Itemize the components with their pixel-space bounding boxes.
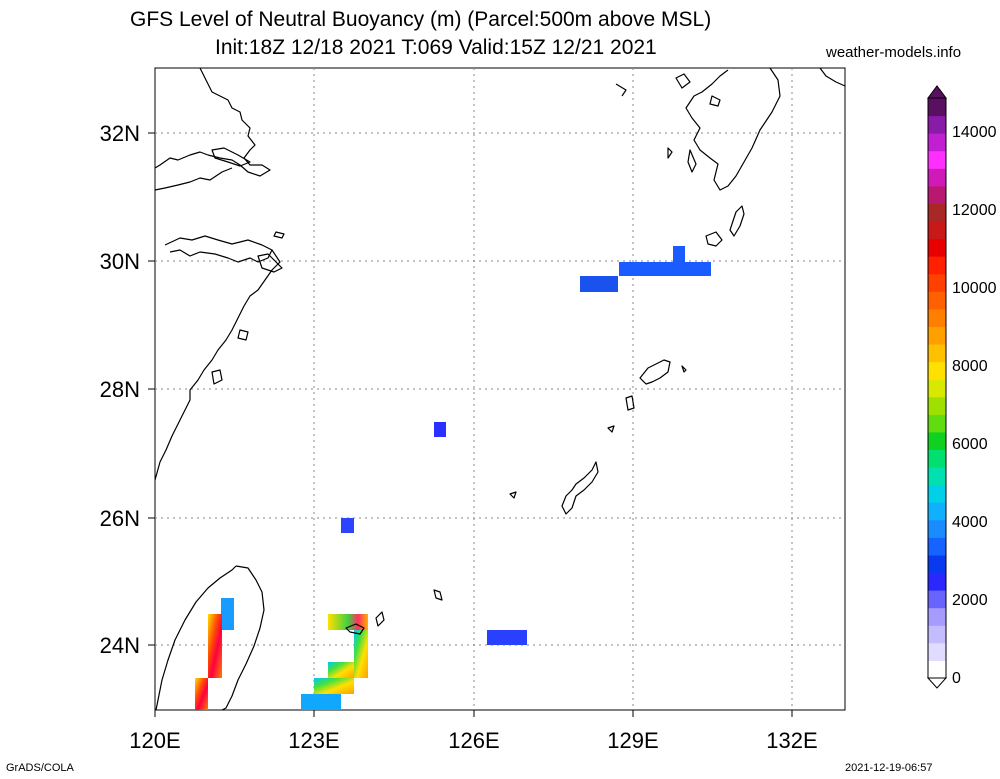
yakushima <box>705 231 723 247</box>
axis-ticks <box>148 132 793 717</box>
field-patch <box>314 678 354 694</box>
map-subtitle: Init:18Z 12/18 2021 T:069 Valid:15Z 12/2… <box>215 36 657 59</box>
lon-label: 123E <box>288 728 339 753</box>
colorbar-segment <box>928 185 946 204</box>
lon-label: 126E <box>448 728 499 753</box>
field-patch <box>328 614 368 630</box>
colorbar-segment <box>928 590 946 609</box>
kyushu-coastline <box>685 67 781 191</box>
colorbar-segment <box>928 238 946 257</box>
taiwan-coastline <box>155 565 265 711</box>
colorbar-segment <box>928 484 946 503</box>
shanghai-island <box>211 147 251 167</box>
field-patch <box>301 694 341 710</box>
colorbar-segment <box>928 203 946 222</box>
buoyancy-field <box>195 246 711 710</box>
field-patch <box>195 678 208 710</box>
japan-west-coast <box>819 67 846 87</box>
yaeyama-islands <box>345 611 385 635</box>
colorbar-label: 6000 <box>952 436 988 453</box>
colorbar-segment <box>928 221 946 240</box>
field-patch <box>328 662 354 678</box>
colorbar-label: 10000 <box>952 280 997 297</box>
field-patch <box>354 630 368 678</box>
lat-label: 30N <box>100 249 140 274</box>
field-patch <box>208 614 222 678</box>
colorbar-label: 12000 <box>952 202 997 219</box>
okinawa-islet <box>509 491 517 499</box>
china-coastline <box>154 67 271 177</box>
colorbar-segment <box>928 519 946 538</box>
map-title: GFS Level of Neutral Buoyancy (m) (Parce… <box>130 8 712 31</box>
amami-oshima <box>639 359 671 385</box>
colorbar-label: 14000 <box>952 124 997 141</box>
lat-label: 28N <box>100 377 140 402</box>
colorbar-segment <box>928 133 946 152</box>
lon-label: 129E <box>607 728 658 753</box>
zhejiang-islands <box>211 231 285 385</box>
colorbar-segment <box>928 414 946 433</box>
yangtze-estuary <box>154 167 233 191</box>
colorbar-label: 8000 <box>952 358 988 375</box>
colorbar-max-arrow <box>927 85 947 99</box>
colorbar <box>926 85 948 689</box>
lat-label: 32N <box>100 121 140 146</box>
colorbar-segment <box>928 431 946 451</box>
colorbar-segment <box>928 115 946 134</box>
colorbar-segment <box>928 660 946 679</box>
coastlines <box>154 67 846 711</box>
kyushu-islands <box>615 73 721 173</box>
tanegashima <box>729 205 745 237</box>
field-patch <box>673 246 685 262</box>
hangzhou-bay <box>164 235 273 263</box>
colorbar-segment <box>928 98 946 117</box>
footer-credit: GrADS/COLA <box>6 762 74 774</box>
site-credit: weather-models.info <box>826 44 962 61</box>
field-patch <box>487 630 527 645</box>
colorbar-label: 2000 <box>952 592 988 609</box>
graticule <box>155 68 845 710</box>
lon-label: 132E <box>766 728 817 753</box>
colorbar-segment <box>928 256 946 275</box>
colorbar-min-arrow <box>926 677 948 689</box>
colorbar-segment <box>928 396 946 415</box>
colorbar-segment <box>928 326 946 345</box>
colorbar-label: 4000 <box>952 514 988 531</box>
colorbar-segment <box>928 379 946 398</box>
colorbar-labels: 0 2000 4000 6000 8000 10000 12000 14000 <box>952 124 997 687</box>
miyako-islands <box>433 589 443 601</box>
amami-islands <box>607 365 687 433</box>
colorbar-segment <box>928 572 946 591</box>
colorbar-segment <box>928 642 946 661</box>
colorbar-segment <box>928 344 946 363</box>
okinawa-island <box>561 461 599 515</box>
colorbar-segment <box>928 502 946 521</box>
field-patch <box>221 598 234 630</box>
lat-label: 26N <box>100 506 140 531</box>
footer-timestamp: 2021-12-19-06:57 <box>845 762 933 774</box>
colorbar-label: 0 <box>952 670 961 687</box>
field-patch <box>619 262 711 276</box>
zhejiang-coast <box>154 249 281 481</box>
colorbar-segment <box>928 308 946 327</box>
colorbar-segment <box>928 625 946 644</box>
colorbar-segment <box>928 150 946 169</box>
lat-axis-labels: 32N 30N 28N 26N 24N <box>100 121 140 658</box>
field-patch <box>580 276 618 292</box>
field-patch <box>341 518 354 533</box>
lon-label: 120E <box>129 728 180 753</box>
field-patch <box>434 422 446 437</box>
colorbar-segment <box>928 554 946 574</box>
lon-axis-labels: 120E 123E 126E 129E 132E <box>129 728 817 753</box>
colorbar-segment <box>928 361 946 380</box>
colorbar-segment <box>928 273 946 292</box>
colorbar-segment <box>928 607 946 626</box>
colorbar-segment <box>928 449 946 468</box>
colorbar-segment <box>928 537 946 556</box>
colorbar-segment <box>928 168 946 187</box>
colorbar-segment <box>928 467 946 486</box>
lat-label: 24N <box>100 633 140 658</box>
colorbar-segment <box>928 291 946 310</box>
